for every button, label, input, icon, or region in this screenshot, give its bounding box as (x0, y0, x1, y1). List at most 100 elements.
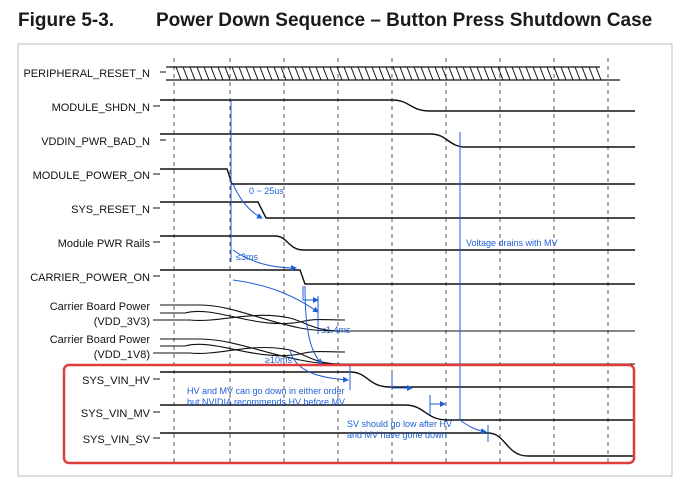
hatch-mark (504, 66, 511, 81)
hatch-mark (553, 66, 560, 81)
hatch-mark (357, 66, 364, 81)
dependency-arrows (230, 100, 489, 442)
label-module-shdn-n: MODULE_SHDN_N (52, 102, 150, 114)
note-voltage-drains: Voltage drains with MV (466, 238, 558, 248)
hatch-mark (497, 66, 504, 81)
hatch-mark (413, 66, 420, 81)
hatch-mark (252, 66, 259, 81)
arrow-to-carrier-1v8 (304, 285, 323, 365)
hatch-mark (343, 66, 350, 81)
figure-number: Figure 5-3. (18, 10, 115, 31)
arrow-power-on-to-sys-reset (232, 183, 263, 219)
hatch-mark (203, 66, 210, 81)
label-ticks (153, 71, 166, 439)
note-hv-mv-line2: but NVIDIA recommends HV before MV (187, 397, 345, 407)
time-gridlines (173, 58, 609, 466)
waveform-module-pwr-rails (160, 235, 635, 251)
waveform-sys-vin-mv (160, 404, 635, 421)
hatch-mark (308, 66, 315, 81)
arrow-ge-10ms (289, 349, 349, 383)
figure-title: Power Down Sequence – Button Press Shutd… (156, 10, 653, 31)
hatch-mark (217, 66, 224, 81)
highlight-box-sys-vin (62, 363, 636, 465)
hatch-mark (490, 66, 497, 81)
hatch-mark (532, 66, 539, 81)
hatch-mark (329, 66, 336, 81)
hatch-mark (448, 66, 455, 81)
hatch-mark (399, 66, 406, 81)
arrow-to-carrier-3v3 (232, 279, 319, 313)
hatch-mark (196, 66, 203, 81)
arrow-to-sv (459, 419, 487, 435)
waveform-vdd-3v3-top (160, 304, 346, 332)
hatch-mark (273, 66, 280, 81)
annotations: 0 ~ 25us ≤3ms ≤1.4ms ≥10ms Voltage drain… (187, 186, 558, 440)
waveform-vddin-pwr-bad-n (160, 133, 635, 148)
note-sv-line2: and MV have gone down (347, 430, 447, 440)
hatch-mark (280, 66, 287, 81)
hatch-mark (378, 66, 385, 81)
label-carrier-board-power-3v3-line1: Carrier Board Power (50, 301, 151, 313)
diagram-frame (17, 43, 673, 477)
hatch-mark (266, 66, 273, 81)
hatch-mark (350, 66, 357, 81)
hatch-mark (364, 66, 371, 81)
label-peripheral-reset-n: PERIPHERAL_RESET_N (23, 68, 150, 80)
hatch-mark (546, 66, 553, 81)
label-sys-vin-mv: SYS_VIN_MV (81, 408, 151, 420)
waveform-carrier-power-on (160, 269, 635, 285)
hatch-mark (574, 66, 581, 81)
waveform-module-power-on (160, 168, 635, 185)
label-carrier-board-power-1v8-line2: (VDD_1V8) (94, 349, 150, 361)
hatch-mark (371, 66, 378, 81)
hatch-mark (210, 66, 217, 81)
hatch-mark (238, 66, 245, 81)
hatch-mark (567, 66, 574, 81)
label-sys-reset-n: SYS_RESET_N (71, 204, 150, 216)
waveform-vdd-3v3-bot (160, 314, 635, 332)
hatch-mark (315, 66, 322, 81)
hatch-mark (518, 66, 525, 81)
note-le-1-4ms: ≤1.4ms (321, 325, 351, 335)
signal-labels: PERIPHERAL_RESET_N MODULE_SHDN_N VDDIN_P… (23, 68, 150, 446)
label-sys-vin-sv: SYS_VIN_SV (83, 434, 151, 446)
hatch-mark (595, 66, 602, 81)
figure-header: Figure 5-3. Power Down Sequence – Button… (8, 8, 682, 34)
hatch-mark (441, 66, 448, 81)
hatch-mark (483, 66, 490, 81)
hatch-mark (462, 66, 469, 81)
hatch-mark (259, 66, 266, 81)
waveform-sys-vin-hv (160, 371, 635, 388)
hatch-mark (245, 66, 252, 81)
hatch-mark (287, 66, 294, 81)
hatch-mark (476, 66, 483, 81)
waveform-vdd-3v3-mid (160, 310, 346, 325)
note-le-3ms: ≤3ms (236, 252, 258, 262)
hatch-mark (406, 66, 413, 81)
hatch-mark (322, 66, 329, 81)
label-vddin-pwr-bad-n: VDDIN_PWR_BAD_N (41, 136, 150, 148)
hatch-mark (560, 66, 567, 81)
waveform-vdd-1v8-bot (160, 347, 635, 365)
hatch-mark (420, 66, 427, 81)
hatch-mark (224, 66, 231, 81)
label-carrier-power-on: CARRIER_POWER_ON (30, 272, 150, 284)
hatch-mark (175, 66, 182, 81)
note-sv-line1: SV should go low after HV (347, 419, 452, 429)
hatch-mark (189, 66, 196, 81)
arrow-to-module-rails (232, 249, 297, 271)
hatch-mark (301, 66, 308, 81)
waveform-vdd-1v8-mid (160, 343, 346, 357)
hatch-mark (392, 66, 399, 81)
label-carrier-board-power-1v8-line1: Carrier Board Power (50, 334, 151, 346)
hatch-mark (469, 66, 476, 81)
hatch-mark (588, 66, 595, 81)
hatch-mark (581, 66, 588, 81)
hatch-mark (539, 66, 546, 81)
hatch-mark (434, 66, 441, 81)
hatch-mark (336, 66, 343, 81)
hatch-mark (427, 66, 434, 81)
waveform-module-shdn-n (160, 99, 635, 112)
waveform-carrier-board-power (160, 304, 635, 365)
